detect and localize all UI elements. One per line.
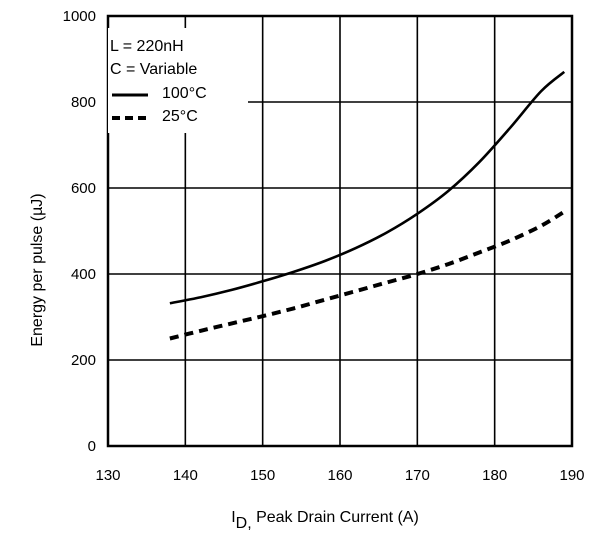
x-tick-180: 180 [482,467,507,484]
legend-label-25c: 25°C [162,108,198,125]
x-axis-label: ID, Peak Drain Current (A) [231,509,419,532]
x-tick-150: 150 [250,467,275,484]
x-tick-labels: 130 140 150 160 170 180 190 [95,467,584,484]
y-tick-200: 200 [71,352,96,369]
x-tick-190: 190 [559,467,584,484]
x-tick-160: 160 [327,467,352,484]
x-tick-170: 170 [405,467,430,484]
legend-line-2: C = Variable [110,61,197,78]
y-tick-0: 0 [88,438,96,455]
legend-background [108,28,248,133]
x-tick-140: 140 [173,467,198,484]
plot-frame [106,14,574,448]
legend-line-1: L = 220nH [110,38,184,55]
y-tick-400: 400 [71,266,96,283]
y-tick-labels: 0 200 400 600 800 1000 [63,8,96,455]
y-axis-label: Energy per pulse (µJ) [29,193,46,346]
series-line-100c [169,70,566,305]
series-line-25c [169,209,566,341]
legend-label-100c: 100°C [162,85,207,102]
y-tick-1000: 1000 [63,8,96,25]
x-tick-130: 130 [95,467,120,484]
series-layer [169,70,566,341]
y-tick-600: 600 [71,180,96,197]
y-tick-800: 800 [71,94,96,111]
